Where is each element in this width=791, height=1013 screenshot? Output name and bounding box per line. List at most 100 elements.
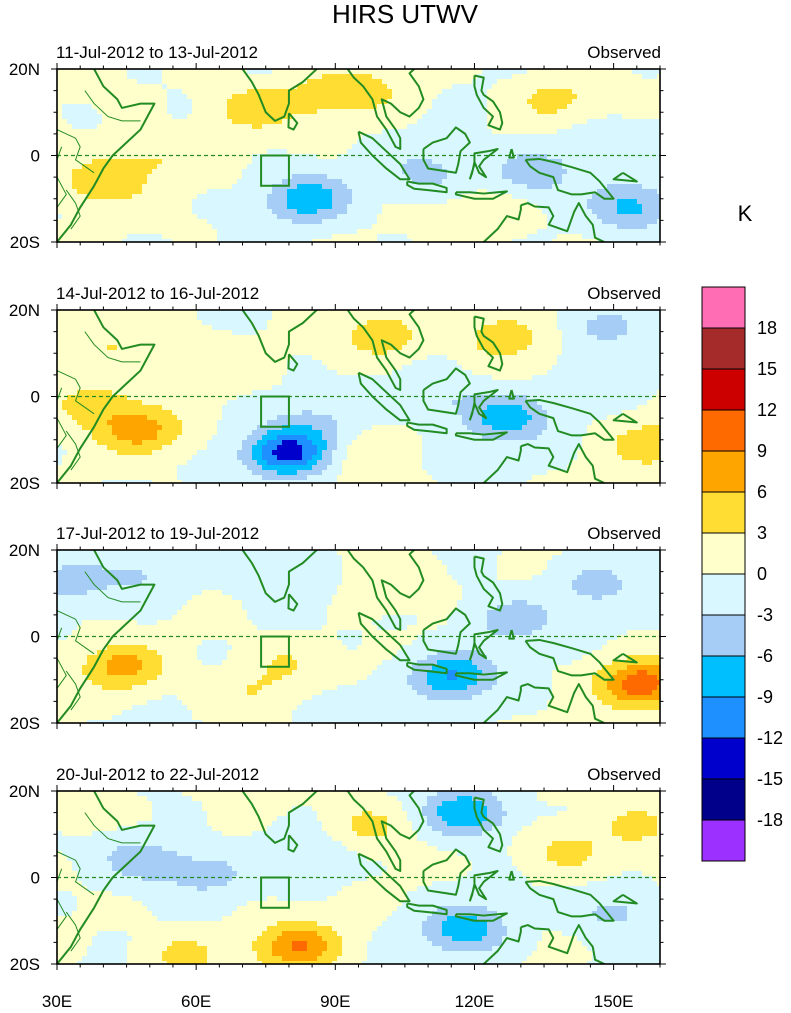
field-cell [487, 129, 493, 135]
field-cell [337, 224, 343, 230]
field-cell [587, 159, 593, 165]
field-cell [232, 109, 238, 115]
field-cell [72, 169, 78, 175]
field-cell [77, 315, 83, 321]
field-cell [57, 224, 63, 230]
field-cell [652, 69, 658, 75]
field-cell [272, 129, 278, 135]
field-cell [462, 199, 468, 205]
field-cell [552, 74, 558, 80]
field-cell [492, 79, 498, 85]
field-cell [197, 74, 203, 80]
field-cell [637, 114, 643, 120]
field-cell [432, 219, 438, 225]
field-cell [82, 124, 88, 130]
field-cell [132, 310, 138, 316]
field-cell [187, 184, 193, 190]
field-cell [122, 425, 128, 431]
field-cell [462, 239, 468, 243]
field-cell [132, 460, 138, 466]
field-cell [442, 174, 448, 180]
field-cell [362, 229, 368, 235]
field-cell [332, 79, 338, 85]
field-cell [222, 159, 228, 165]
field-cell [547, 194, 553, 200]
field-cell [82, 79, 88, 85]
field-cell [222, 74, 228, 80]
field-cell [137, 425, 143, 431]
field-cell [82, 119, 88, 125]
field-cell [642, 84, 648, 90]
field-cell [582, 129, 588, 135]
field-cell [92, 415, 98, 421]
field-cell [377, 199, 383, 205]
field-cell [237, 219, 243, 225]
field-cell [252, 189, 258, 195]
field-cell [417, 214, 423, 220]
field-cell [112, 129, 118, 135]
field-cell [262, 129, 268, 135]
field-cell [137, 400, 143, 406]
field-cell [577, 124, 583, 130]
field-cell [407, 224, 413, 230]
field-cell [262, 99, 268, 105]
field-cell [337, 229, 343, 235]
field-cell [257, 159, 263, 165]
panel-2-period: 14-Jul-2012 to 16-Jul-2012 [56, 284, 259, 303]
field-cell [262, 204, 268, 210]
field-cell [507, 179, 513, 185]
field-cell [162, 219, 168, 225]
field-cell [342, 119, 348, 125]
field-cell [537, 214, 543, 220]
field-cell [642, 99, 648, 105]
field-cell [432, 104, 438, 110]
field-cell [267, 144, 273, 150]
field-cell [637, 124, 643, 130]
field-cell [67, 355, 73, 361]
field-cell [462, 179, 468, 185]
field-cell [292, 139, 298, 145]
field-cell [312, 74, 318, 80]
field-cell [652, 139, 658, 145]
field-cell [627, 134, 633, 140]
field-cell [172, 114, 178, 120]
field-cell [122, 199, 128, 205]
field-cell [192, 124, 198, 130]
field-cell [177, 104, 183, 110]
field-cell [407, 94, 413, 100]
field-cell [592, 154, 598, 160]
field-cell [62, 119, 68, 125]
field-cell [142, 435, 148, 441]
field-cell [57, 475, 63, 481]
field-cell [327, 134, 333, 140]
field-cell [217, 184, 223, 190]
field-cell [107, 425, 113, 431]
field-cell [242, 134, 248, 140]
field-cell [112, 199, 118, 205]
field-cell [302, 69, 308, 75]
field-cell [357, 154, 363, 160]
field-cell [137, 129, 143, 135]
field-cell [487, 164, 493, 170]
field-cell [532, 214, 538, 220]
field-cell [407, 119, 413, 125]
field-cell [227, 159, 233, 165]
field-cell [107, 109, 113, 115]
field-cell [612, 234, 618, 240]
field-cell [152, 184, 158, 190]
field-cell [477, 214, 483, 220]
field-cell [552, 149, 558, 155]
field-cell [362, 189, 368, 195]
field-cell [537, 74, 543, 80]
field-cell [367, 89, 373, 95]
field-cell [627, 224, 633, 230]
field-cell [347, 124, 353, 130]
field-cell [402, 159, 408, 165]
field-cell [222, 204, 228, 210]
field-cell [217, 214, 223, 220]
field-cell [157, 179, 163, 185]
field-cell [282, 199, 288, 205]
field-cell [282, 219, 288, 225]
field-cell [572, 219, 578, 225]
field-cell [622, 184, 628, 190]
